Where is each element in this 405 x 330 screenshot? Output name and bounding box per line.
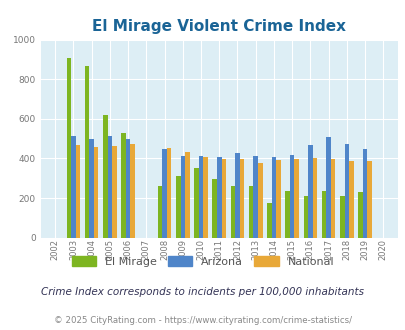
Bar: [162, 149, 166, 238]
Bar: [66, 58, 71, 238]
Bar: [130, 144, 134, 238]
Bar: [266, 203, 271, 238]
Bar: [103, 115, 107, 238]
Bar: [339, 196, 344, 238]
Bar: [221, 159, 226, 238]
Bar: [330, 159, 335, 238]
Bar: [367, 161, 371, 238]
Bar: [212, 179, 216, 238]
Bar: [157, 186, 162, 238]
Bar: [230, 186, 234, 238]
Text: © 2025 CityRating.com - https://www.cityrating.com/crime-statistics/: © 2025 CityRating.com - https://www.city…: [54, 315, 351, 325]
Bar: [85, 66, 89, 238]
Bar: [185, 152, 189, 238]
Bar: [348, 161, 353, 238]
Bar: [275, 160, 280, 238]
Bar: [239, 159, 244, 238]
Bar: [289, 155, 294, 238]
Bar: [326, 137, 330, 238]
Bar: [94, 147, 98, 238]
Bar: [121, 133, 126, 238]
Bar: [180, 156, 185, 238]
Bar: [271, 157, 275, 238]
Bar: [285, 191, 289, 238]
Bar: [362, 148, 367, 238]
Bar: [75, 145, 80, 238]
Bar: [166, 148, 171, 238]
Bar: [253, 156, 257, 238]
Bar: [175, 176, 180, 238]
Bar: [107, 136, 112, 238]
Bar: [194, 168, 198, 238]
Bar: [294, 159, 298, 238]
Bar: [248, 186, 253, 238]
Bar: [112, 146, 116, 238]
Bar: [126, 139, 130, 238]
Legend: El Mirage, Arizona, National: El Mirage, Arizona, National: [67, 251, 338, 271]
Bar: [216, 157, 221, 238]
Bar: [89, 139, 94, 238]
Bar: [234, 153, 239, 238]
Bar: [257, 163, 262, 238]
Bar: [307, 145, 312, 238]
Bar: [312, 158, 316, 238]
Title: El Mirage Violent Crime Index: El Mirage Violent Crime Index: [92, 19, 345, 34]
Bar: [321, 191, 326, 238]
Bar: [71, 136, 75, 238]
Text: Crime Index corresponds to incidents per 100,000 inhabitants: Crime Index corresponds to incidents per…: [41, 287, 364, 297]
Bar: [203, 157, 207, 238]
Bar: [357, 192, 362, 238]
Bar: [303, 196, 307, 238]
Bar: [198, 156, 203, 238]
Bar: [344, 144, 348, 238]
